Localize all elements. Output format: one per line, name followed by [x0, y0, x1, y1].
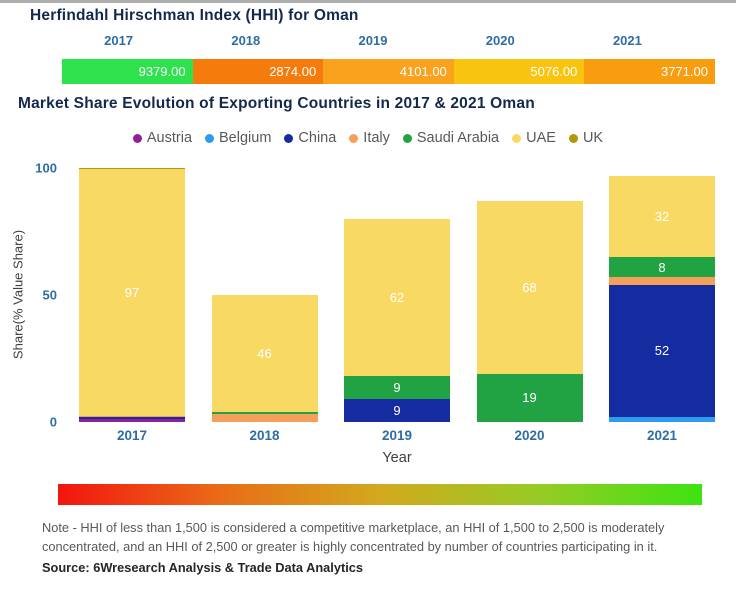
hhi-year-header-row: 2017 2018 2019 2020 2021 [55, 33, 691, 49]
bar-segment-saudi-arabia-2020[interactable]: 19 [476, 373, 583, 422]
hhi-segment-2017: 9379.00 [62, 59, 193, 84]
y-tick-50: 50 [42, 287, 57, 303]
legend-dot-icon [568, 133, 578, 143]
hhi-segment-2018: 2874.00 [192, 59, 324, 84]
legend-item-belgium[interactable]: Belgium [205, 130, 271, 146]
bar-2018: 46 [211, 295, 318, 422]
hhi-segment-2021: 3771.00 [584, 59, 715, 84]
bar-segment-uk-2017[interactable] [79, 168, 185, 170]
bar-segment-belgium-2021[interactable] [609, 416, 715, 422]
bar-segment-china-2021[interactable]: 52 [609, 284, 715, 417]
bar-segment-saudi-arabia-2019[interactable]: 9 [344, 376, 450, 400]
legend-item-uae[interactable]: UAE [512, 130, 556, 146]
bar-segment-italy-2018[interactable] [211, 414, 318, 422]
hhi-year-label: 2021 [612, 33, 642, 48]
bar-segment-uae-2019[interactable]: 62 [344, 218, 450, 377]
x-axis-title: Year [382, 450, 412, 466]
footer: Note - HHI of less than 1,500 is conside… [42, 519, 710, 575]
x-tick-2020: 2020 [514, 428, 545, 443]
bar-2019: 9 9 62 [344, 218, 450, 422]
legend-label: Italy [363, 130, 390, 146]
bar-segment-uae-2020[interactable]: 68 [476, 201, 583, 374]
bar-segment-saudi-arabia-2021[interactable]: 8 [609, 256, 715, 278]
legend-label: Saudi Arabia [416, 130, 500, 146]
x-tick-2017: 2017 [116, 428, 148, 443]
source-text: Source: 6Wresearch Analysis & Trade Data… [42, 559, 364, 575]
bar-segment-saudi-arabia-2018[interactable] [211, 411, 318, 415]
bar-segment-uae-2021[interactable]: 32 [609, 175, 715, 257]
x-axis-ticks: 2017 2018 2019 2020 2021 [79, 428, 715, 443]
legend-item-italy[interactable]: Italy [349, 130, 390, 146]
x-tick-2021: 2021 [646, 428, 678, 443]
bar-segment-china-2019[interactable]: 9 [344, 399, 450, 422]
legend-label: Austria [146, 130, 193, 146]
legend-dot-icon [132, 133, 142, 143]
bar-segment-uae-2018[interactable]: 46 [211, 295, 318, 412]
market-share-title: Market Share Evolution of Exporting Coun… [18, 95, 535, 112]
legend-dot-icon [512, 133, 522, 143]
hhi-year-label: 2018 [231, 33, 261, 48]
hhi-title: Herfindahl Hirschman Index (HHI) for Oma… [30, 7, 359, 24]
legend-dot-icon [205, 133, 215, 143]
hhi-segment-2020: 5076.00 [453, 59, 585, 84]
bar-segment-italy-2021[interactable] [609, 277, 715, 285]
hhi-segment-2019: 4101.00 [323, 59, 454, 84]
bar-segment-uae-2017[interactable]: 97 [79, 169, 185, 416]
bar-segment-china-2017[interactable] [79, 416, 185, 420]
note-text: Note - HHI of less than 1,500 is conside… [42, 520, 665, 554]
bar-2021: 52 8 32 [609, 175, 715, 422]
legend-label: UK [582, 130, 604, 146]
legend-item-china[interactable]: China [284, 130, 336, 146]
legend-label: Belgium [219, 130, 272, 146]
hhi-year-label: 2019 [358, 33, 388, 48]
bar-2020: 19 68 [476, 201, 583, 422]
stacked-bar-plot: 97 46 9 9 62 19 68 52 8 32 [79, 168, 715, 422]
legend-label: UAE [526, 130, 556, 146]
hhi-value-bar: 9379.00 2874.00 4101.00 5076.00 3771.00 [62, 59, 715, 84]
hhi-year-label: 2017 [104, 33, 134, 48]
legend-dot-icon [284, 133, 294, 143]
legend-label: China [298, 130, 337, 146]
legend-item-uk[interactable]: UK [568, 130, 604, 146]
legend-dot-icon [402, 133, 412, 143]
x-tick-2019: 2019 [381, 428, 413, 443]
legend-dot-icon [349, 133, 359, 143]
legend-item-austria[interactable]: Austria [132, 130, 193, 146]
chart-legend: Austria Belgium China Italy Saudi Arabia UAE U… [0, 130, 736, 146]
bar-segment-italy-2017[interactable] [79, 415, 185, 417]
legend-item-saudi-arabia[interactable]: Saudi Arabia [402, 130, 500, 146]
hhi-gradient-scale [58, 484, 702, 505]
y-tick-100: 100 [35, 160, 57, 176]
x-tick-2018: 2018 [249, 428, 280, 443]
bar-2017: 97 [79, 168, 185, 422]
bar-segment-austria-2017[interactable] [79, 419, 185, 422]
hhi-year-label: 2020 [485, 33, 515, 48]
y-tick-0: 0 [49, 414, 57, 430]
window-top-edge [0, 0, 736, 3]
